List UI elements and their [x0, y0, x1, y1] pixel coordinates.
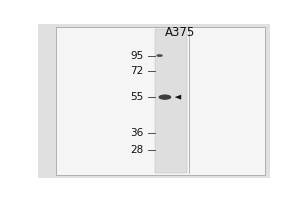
- Text: 28: 28: [130, 145, 143, 155]
- Bar: [155, 29, 188, 173]
- Text: 95: 95: [130, 51, 143, 61]
- Text: A375: A375: [165, 26, 196, 39]
- Text: 55: 55: [130, 92, 143, 102]
- Ellipse shape: [158, 94, 171, 100]
- Ellipse shape: [156, 54, 163, 57]
- Text: 36: 36: [130, 128, 143, 138]
- Text: 72: 72: [130, 66, 143, 76]
- Polygon shape: [175, 95, 181, 100]
